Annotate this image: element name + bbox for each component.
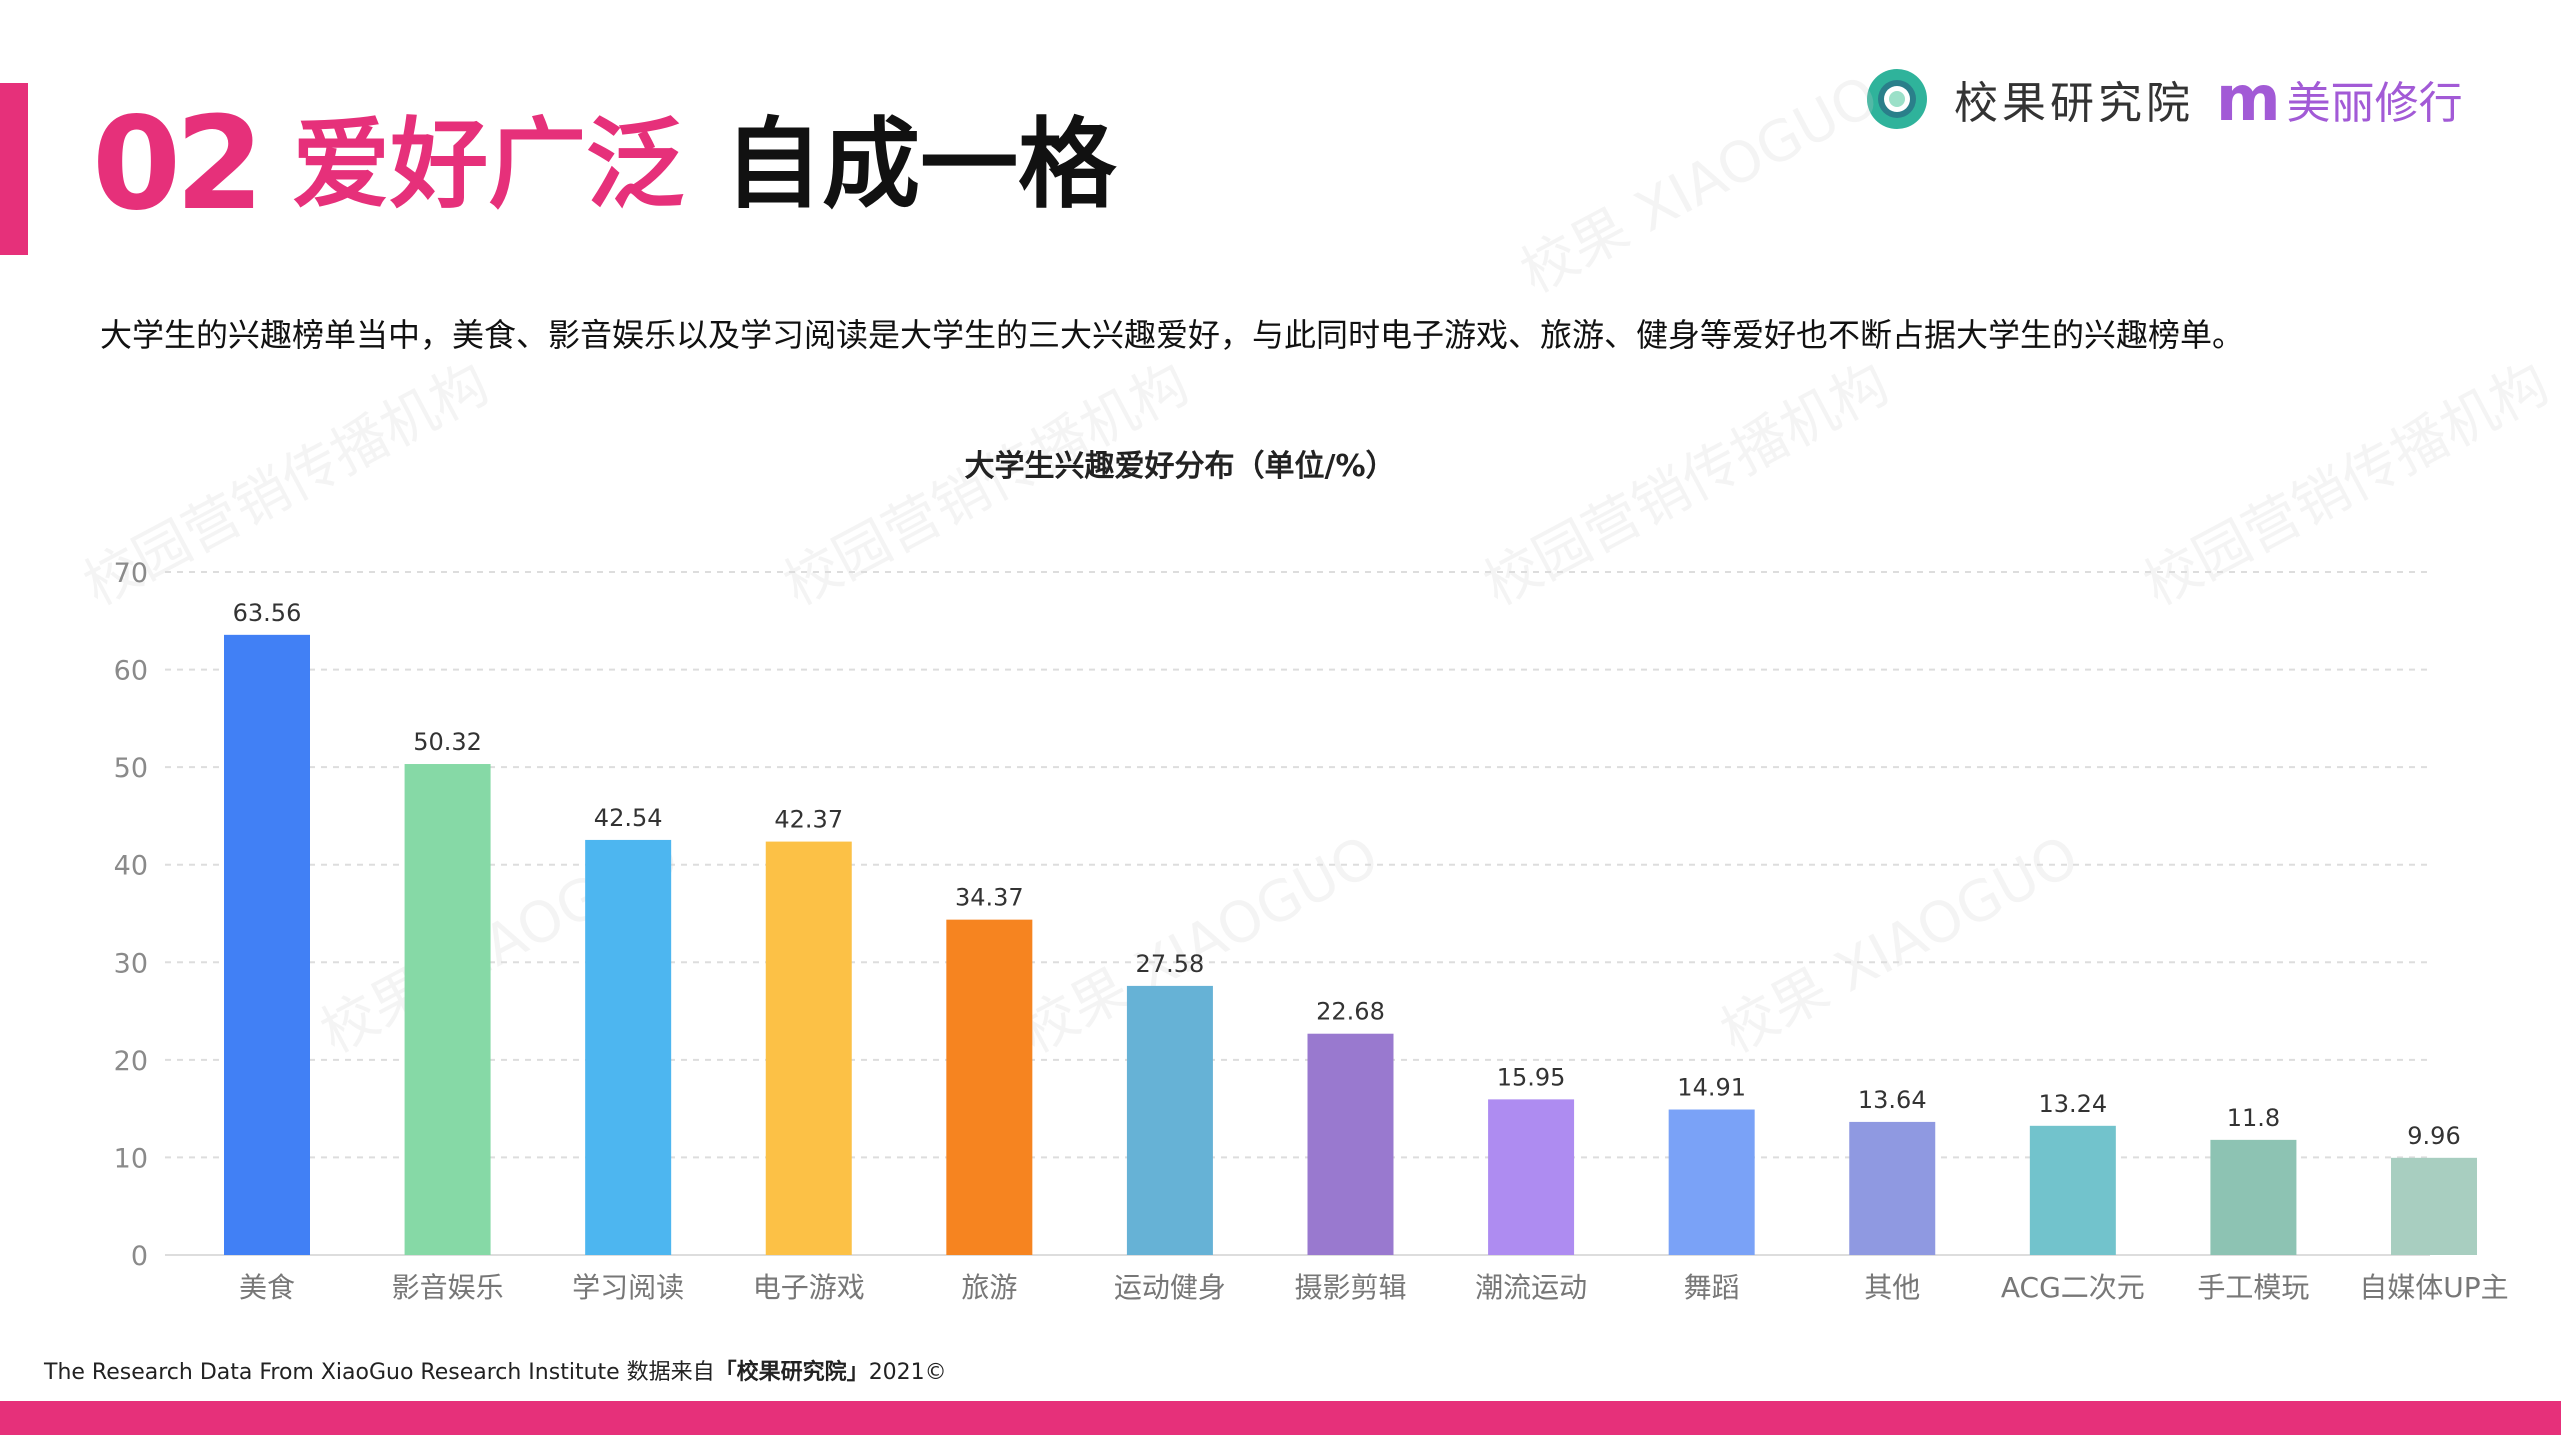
bar <box>1668 1109 1755 1255</box>
left-accent-bar <box>0 83 28 255</box>
y-tick-label: 20 <box>114 1046 148 1077</box>
x-tick-label: 影音娱乐 <box>392 1271 504 1304</box>
bar <box>224 634 310 1255</box>
bar <box>404 764 491 1255</box>
source-prefix: The Research Data From XiaoGuo Research … <box>44 1360 715 1385</box>
bar <box>585 839 672 1255</box>
bar <box>1849 1121 1936 1255</box>
data-label: 9.96 <box>2407 1122 2460 1150</box>
data-label: 63.56 <box>233 599 302 627</box>
x-tick-label: 潮流运动 <box>1475 1271 1587 1304</box>
bar <box>946 919 1033 1255</box>
bar <box>1488 1099 1575 1255</box>
x-tick-label: 自媒体UP主 <box>2359 1271 2508 1304</box>
partner-name: 美丽修行 <box>2286 78 2463 129</box>
source-note: The Research Data From XiaoGuo Research … <box>44 1354 947 1386</box>
data-label: 34.37 <box>955 884 1024 912</box>
y-tick-label: 30 <box>114 948 148 979</box>
x-tick-label: 旅游 <box>961 1271 1017 1304</box>
y-tick-label: 10 <box>114 1143 148 1174</box>
y-tick-label: 60 <box>114 656 148 687</box>
y-tick-label: 40 <box>114 851 148 882</box>
y-tick-label: 70 <box>114 558 148 589</box>
source-suffix: 2021© <box>868 1360 947 1385</box>
x-tick-label: 运动健身 <box>1114 1271 1226 1304</box>
data-label: 42.37 <box>774 806 843 834</box>
data-label: 13.24 <box>2038 1090 2107 1118</box>
data-label: 14.91 <box>1677 1074 1746 1102</box>
bar <box>1307 1033 1394 1255</box>
data-label: 42.54 <box>594 804 663 832</box>
bar <box>1126 985 1213 1255</box>
page-title: 02 爱好广泛 自成一格 <box>92 100 1116 230</box>
brand-header: 校果研究院 m 美丽修行 <box>1864 64 2463 134</box>
data-label: 13.64 <box>1858 1086 1927 1114</box>
y-tick-label: 0 <box>131 1241 148 1272</box>
data-label: 15.95 <box>1497 1063 1566 1091</box>
data-label: 27.58 <box>1136 950 1205 978</box>
bar <box>2391 1157 2477 1255</box>
data-label: 11.8 <box>2227 1104 2280 1132</box>
partner-logo-mark: m <box>2216 62 2281 135</box>
brand-name: 校果研究院 <box>1954 78 2194 129</box>
chart-title: 大学生兴趣爱好分布（单位/%） <box>964 449 1395 484</box>
bar <box>2210 1139 2297 1255</box>
source-org: 「校果研究院」 <box>714 1360 869 1385</box>
x-tick-label: 学习阅读 <box>572 1271 684 1304</box>
x-tick-label: 舞蹈 <box>1684 1271 1740 1304</box>
data-label: 50.32 <box>413 728 482 756</box>
x-tick-label: 其他 <box>1864 1271 1920 1304</box>
x-tick-label: 摄影剪辑 <box>1294 1271 1406 1304</box>
y-tick-label: 50 <box>114 753 148 784</box>
section-number: 02 <box>92 90 264 239</box>
x-tick-label: 手工模玩 <box>2197 1271 2309 1304</box>
intro-text: 大学生的兴趣榜单当中，美食、影音娱乐以及学习阅读是大学生的三大兴趣爱好，与此同时… <box>100 316 2245 354</box>
x-tick-label: 美食 <box>239 1271 295 1304</box>
title-rest: 自成一格 <box>724 108 1117 222</box>
ring-logo-icon <box>1867 69 1927 129</box>
title-highlight: 爱好广泛 <box>292 108 685 222</box>
bottom-accent-bar <box>0 1401 2561 1435</box>
x-tick-label: 电子游戏 <box>753 1271 865 1304</box>
bar <box>2029 1125 2116 1255</box>
x-tick-label: ACG二次元 <box>2001 1271 2145 1304</box>
data-label: 22.68 <box>1316 998 1385 1026</box>
bar <box>765 841 852 1255</box>
